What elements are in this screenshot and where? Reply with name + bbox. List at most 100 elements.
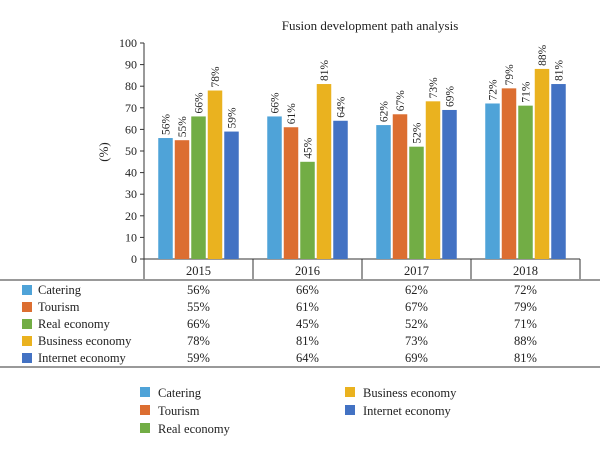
bar-catering-2018	[485, 103, 500, 259]
bar-internet-economy-2015	[224, 131, 239, 259]
table-swatch-real-economy	[22, 319, 32, 329]
data-table: 2015 2016 2017 2018 Catering 56% 66% 62% 72% Tour…	[0, 264, 600, 368]
bar-internet-economy-2018	[551, 84, 566, 259]
table-cell-catering-2017: 62%	[405, 283, 428, 297]
table-cell-catering-2016: 66%	[296, 283, 319, 297]
bar-business-economy-2018	[534, 68, 550, 259]
y-tick-label: 90	[125, 58, 137, 72]
bar-real-economy-2016	[300, 161, 315, 259]
value-label-business-economy-2015: 78%	[210, 66, 222, 88]
legend-label-internet-economy: Internet economy	[363, 404, 452, 418]
y-tick-label: 60	[125, 122, 137, 136]
bar-real-economy-2018	[518, 105, 533, 259]
table-swatch-catering	[22, 285, 32, 295]
table-cell-business-economy-2015: 78%	[187, 334, 210, 348]
value-label-internet-economy-2017: 69%	[445, 85, 457, 107]
legend-swatch-business-economy	[345, 387, 355, 397]
table-row-label-tourism: Tourism	[38, 300, 80, 314]
legend: Catering Tourism Real economy Business econ…	[140, 386, 457, 436]
bar-catering-2016	[267, 116, 282, 259]
axes: 0 10 20 30 40 50 60 70 80 90 100	[119, 36, 581, 279]
y-tick-label: 50	[125, 144, 137, 158]
table-cell-real-economy-2018: 71%	[514, 317, 537, 331]
bar-business-economy-2016	[316, 84, 332, 259]
value-label-catering-2017: 62%	[379, 101, 391, 123]
x-tick-label-2016: 2016	[295, 264, 320, 278]
legend-swatch-internet-economy	[345, 405, 355, 415]
table-cell-internet-economy-2015: 59%	[187, 351, 210, 365]
legend-swatch-real-economy	[140, 423, 150, 433]
legend-swatch-catering	[140, 387, 150, 397]
bar-business-economy-2017	[425, 101, 441, 259]
legend-label-business-economy: Business economy	[363, 386, 457, 400]
value-label-tourism-2017: 67%	[395, 90, 407, 112]
y-tick-label: 20	[125, 209, 137, 223]
x-tick-label-2017: 2017	[404, 264, 429, 278]
value-label-internet-economy-2018: 81%	[554, 60, 566, 82]
value-label-tourism-2018: 79%	[504, 64, 516, 86]
bar-tourism-2015	[174, 140, 190, 259]
y-tick-label: 40	[125, 166, 137, 180]
chart-title: Fusion development path analysis	[282, 18, 459, 33]
bar-business-economy-2015	[207, 90, 223, 260]
bar-tourism-2017	[392, 114, 408, 259]
legend-swatch-tourism	[140, 405, 150, 415]
bar-catering-2015	[158, 138, 173, 259]
legend-label-catering: Catering	[158, 386, 202, 400]
bar-real-economy-2017	[409, 146, 424, 259]
table-row-label-catering: Catering	[38, 283, 82, 297]
bar-internet-economy-2017	[442, 109, 457, 260]
value-label-real-economy-2018: 71%	[521, 81, 533, 103]
table-cell-tourism-2018: 79%	[514, 300, 537, 314]
table-cell-business-economy-2017: 73%	[405, 334, 428, 348]
y-tick-label: 10	[125, 230, 137, 244]
value-label-real-economy-2015: 66%	[194, 92, 206, 114]
table-row-label-real-economy: Real economy	[38, 317, 111, 331]
table-cell-tourism-2016: 61%	[296, 300, 319, 314]
value-label-catering-2016: 66%	[270, 92, 282, 114]
table-cell-real-economy-2017: 52%	[405, 317, 428, 331]
table-cell-internet-economy-2017: 69%	[405, 351, 428, 365]
value-label-business-economy-2016: 81%	[319, 60, 331, 82]
table-cell-business-economy-2016: 81%	[296, 334, 319, 348]
x-tick-label-2018: 2018	[513, 264, 538, 278]
value-label-catering-2015: 56%	[161, 114, 173, 136]
table-cell-internet-economy-2018: 81%	[514, 351, 537, 365]
y-axis-label: (%)	[96, 142, 111, 162]
value-label-internet-economy-2016: 64%	[336, 96, 348, 118]
value-label-real-economy-2016: 45%	[303, 137, 315, 159]
legend-label-tourism: Tourism	[158, 404, 200, 418]
value-label-tourism-2015: 55%	[177, 116, 189, 138]
bar-internet-economy-2016	[333, 120, 348, 259]
y-tick-label: 70	[125, 101, 137, 115]
bar-tourism-2018	[501, 88, 517, 259]
bar-tourism-2016	[283, 127, 299, 260]
table-cell-tourism-2017: 67%	[405, 300, 428, 314]
table-row-label-business-economy: Business economy	[38, 334, 132, 348]
y-tick-label: 80	[125, 79, 137, 93]
bar-catering-2017	[376, 125, 391, 259]
y-tick-label: 0	[131, 252, 137, 266]
table-row-label-internet-economy: Internet economy	[38, 351, 127, 365]
table-cell-real-economy-2015: 66%	[187, 317, 210, 331]
table-swatch-tourism	[22, 302, 32, 312]
table-cell-real-economy-2016: 45%	[296, 317, 319, 331]
y-tick-label: 30	[125, 187, 137, 201]
legend-label-real-economy: Real economy	[158, 422, 231, 436]
value-label-real-economy-2017: 52%	[412, 122, 424, 144]
table-cell-catering-2018: 72%	[514, 283, 537, 297]
value-label-business-economy-2017: 73%	[428, 77, 440, 99]
table-cell-catering-2015: 56%	[187, 283, 210, 297]
table-cell-internet-economy-2016: 64%	[296, 351, 319, 365]
table-swatch-business-economy	[22, 336, 32, 346]
table-cell-tourism-2015: 55%	[187, 300, 210, 314]
table-swatch-internet-economy	[22, 353, 32, 363]
bars: 56% 55% 66% 78% 59% 66% 61% 45% 81% 64% 62% 67% 52% 7…	[158, 44, 566, 260]
value-label-internet-economy-2015: 59%	[227, 107, 239, 129]
table-cell-business-economy-2018: 88%	[514, 334, 537, 348]
y-tick-label: 100	[119, 36, 137, 50]
x-tick-label-2015: 2015	[186, 264, 211, 278]
value-label-business-economy-2018: 88%	[537, 44, 549, 66]
